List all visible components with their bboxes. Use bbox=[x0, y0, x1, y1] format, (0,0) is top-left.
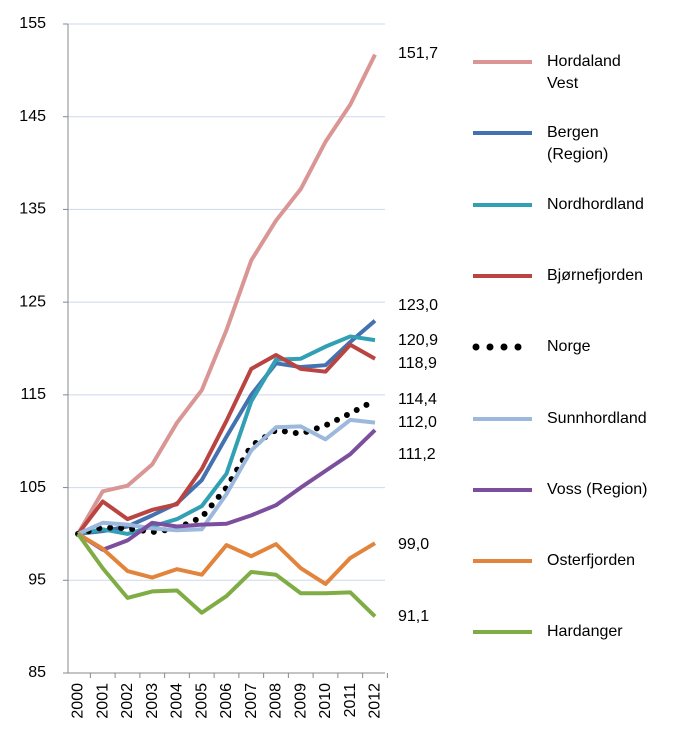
legend-label: Bergen (Region) bbox=[547, 124, 609, 164]
line-series bbox=[75, 397, 378, 537]
legend-label: Norge bbox=[547, 338, 591, 356]
legend-swatch-svg bbox=[472, 343, 535, 351]
value-label: 120,9 bbox=[398, 332, 438, 349]
x-tick-label: 2009 bbox=[292, 683, 309, 719]
legend-swatch bbox=[470, 194, 535, 216]
y-tick-label: 135 bbox=[19, 201, 46, 218]
x-tick-label: 2004 bbox=[169, 683, 186, 719]
line-series bbox=[77, 417, 376, 536]
y-tick-label: 125 bbox=[19, 293, 46, 310]
x-tick-label: 2002 bbox=[119, 683, 136, 719]
line-series bbox=[76, 53, 377, 535]
y-tick-label: 105 bbox=[19, 479, 46, 496]
x-tick-label: 2012 bbox=[367, 683, 384, 719]
line-series bbox=[77, 334, 376, 536]
value-label: 114,4 bbox=[398, 391, 437, 408]
value-label: 151,7 bbox=[398, 45, 438, 62]
x-tick-label: 2000 bbox=[70, 683, 87, 719]
legend-item: Bjørnefjorden bbox=[470, 265, 652, 287]
legend-label: Hardanger bbox=[547, 623, 623, 641]
legend-label: Hordaland Vest bbox=[547, 53, 621, 92]
legend-swatch-svg bbox=[473, 487, 532, 492]
x-tick-label: 2010 bbox=[317, 683, 334, 719]
legend-swatch-svg bbox=[473, 416, 532, 421]
value-label: 112,0 bbox=[398, 414, 437, 431]
legend-label: Sunnhordland bbox=[547, 409, 647, 427]
legend-swatch-svg bbox=[473, 131, 532, 136]
legend-swatch bbox=[470, 265, 535, 287]
legend-item: Norge bbox=[470, 336, 652, 358]
legend-label: Voss (Region) bbox=[547, 480, 648, 498]
line-series bbox=[76, 532, 377, 586]
y-tick-label: 145 bbox=[19, 108, 46, 125]
y-tick-label: 85 bbox=[28, 664, 46, 681]
x-tick-label: 2007 bbox=[243, 683, 260, 719]
legend-swatch bbox=[470, 336, 535, 358]
x-tick-label: 2011 bbox=[342, 683, 359, 718]
legend-label: Nordhordland bbox=[547, 195, 644, 213]
legend-label: Bjørnefjorden bbox=[547, 266, 644, 284]
legend-item: Bergen (Region) bbox=[470, 122, 652, 166]
line-series bbox=[76, 342, 376, 536]
legend-swatch-svg bbox=[473, 630, 532, 635]
value-label: 118,9 bbox=[398, 355, 437, 372]
line-series bbox=[76, 532, 377, 618]
x-tick-label: 2008 bbox=[268, 683, 285, 719]
legend-swatch-svg bbox=[473, 273, 532, 278]
legend-swatch bbox=[470, 550, 535, 572]
line-series bbox=[77, 319, 377, 536]
value-label: 111,2 bbox=[398, 446, 436, 463]
y-tick-label: 115 bbox=[20, 386, 46, 403]
legend-swatch bbox=[470, 479, 535, 501]
legend-swatch bbox=[470, 51, 535, 73]
legend-swatch-svg bbox=[473, 202, 532, 207]
y-tick-label: 155 bbox=[19, 15, 46, 32]
legend-swatch bbox=[470, 621, 535, 643]
legend-swatch bbox=[470, 408, 535, 430]
value-label: 123,0 bbox=[398, 297, 438, 314]
legend-item: Hardanger bbox=[470, 621, 652, 643]
legend-item: Hordaland Vest bbox=[470, 51, 652, 95]
x-tick-label: 2005 bbox=[193, 683, 210, 719]
legend-swatch-svg bbox=[473, 559, 532, 564]
legend-swatch bbox=[470, 122, 535, 144]
x-tick-label: 2003 bbox=[144, 683, 161, 719]
x-tick-label: 2001 bbox=[94, 683, 111, 719]
value-label: 91,1 bbox=[398, 608, 429, 625]
line-series bbox=[76, 428, 377, 552]
y-tick-label: 95 bbox=[28, 572, 46, 589]
legend-label: Osterfjorden bbox=[547, 552, 636, 570]
legend-item: Voss (Region) bbox=[470, 479, 652, 501]
legend-item: Sunnhordland bbox=[470, 408, 652, 430]
x-tick-label: 2006 bbox=[218, 683, 235, 719]
legend-item: Nordhordland bbox=[470, 194, 652, 216]
legend-swatch-svg bbox=[473, 60, 532, 64]
legend-item: Osterfjorden bbox=[470, 550, 652, 572]
value-label: 99,0 bbox=[398, 536, 429, 553]
